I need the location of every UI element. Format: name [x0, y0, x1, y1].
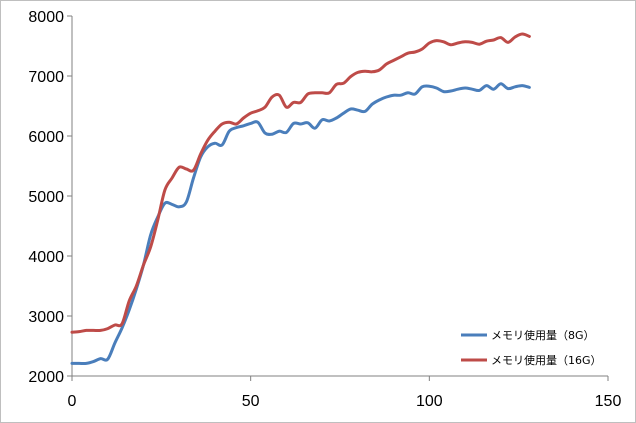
y-tick-label: 3000: [28, 309, 64, 326]
y-tick-label: 8000: [28, 9, 64, 26]
x-tick-label: 50: [242, 393, 260, 410]
y-tick-label: 5000: [28, 189, 64, 206]
y-tick-label: 7000: [28, 69, 64, 86]
x-tick-label: 0: [68, 393, 77, 410]
axis-ticks: 2000 3000 4000 5000 6000 7000 8000 0 50 100 150: [28, 9, 621, 410]
legend: メモリ使用量（8G） メモリ使用量（16G）: [461, 329, 602, 367]
y-tick-label: 4000: [28, 249, 64, 266]
legend-label-16g: メモリ使用量（16G）: [491, 354, 602, 367]
y-tick-label: 2000: [28, 369, 64, 386]
series-lines: [70, 32, 531, 366]
x-tick-label: 150: [595, 393, 622, 410]
series-line-8g: [70, 82, 531, 366]
x-tick-label: 100: [416, 393, 443, 410]
y-tick-label: 6000: [28, 129, 64, 146]
legend-label-8g: メモリ使用量（8G）: [491, 329, 595, 342]
series-line-16g: [70, 32, 531, 334]
